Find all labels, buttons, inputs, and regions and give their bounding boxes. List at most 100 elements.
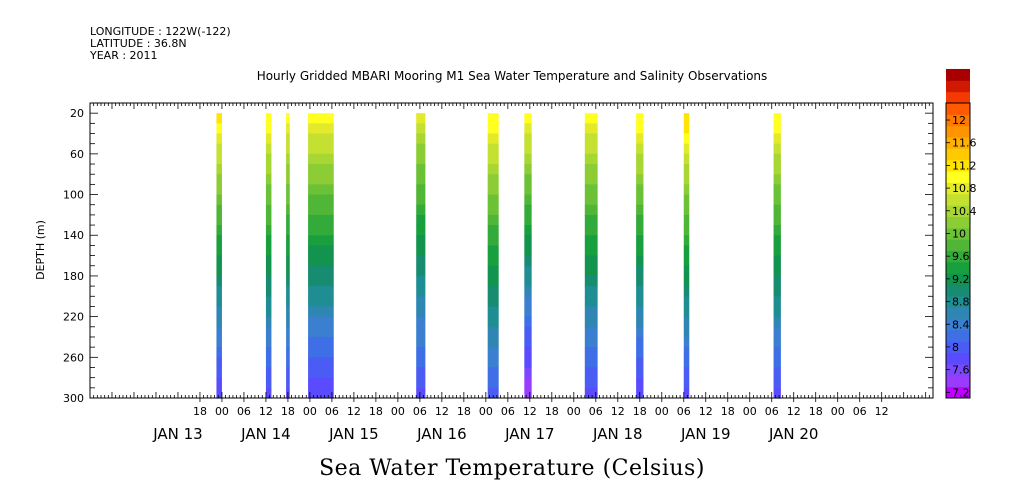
temperature-cell (308, 184, 334, 196)
colorbar-label: 9.2 (952, 273, 970, 286)
x-day-label: JAN 18 (592, 425, 643, 443)
temperature-cell (308, 245, 334, 257)
temperature-cell (265, 214, 272, 226)
temperature-cell (308, 225, 334, 236)
temperature-cell (286, 184, 290, 196)
x-hour-tick-label: 18 (809, 405, 823, 418)
temperature-cell (286, 153, 290, 165)
temperature-cell (487, 133, 499, 145)
longitude-label: LONGITUDE : 122W(-122) (90, 25, 231, 38)
temperature-cell (773, 174, 781, 185)
temperature-cell (584, 153, 598, 165)
temperature-cell (683, 214, 690, 226)
temperature-cell (683, 336, 690, 348)
colorbar-swatch (946, 284, 970, 297)
temperature-cell (773, 316, 781, 328)
temperature-cell (308, 275, 334, 287)
temperature-cell (773, 245, 781, 257)
temperature-cell (683, 174, 690, 185)
temperature-cell (286, 296, 290, 308)
temperature-cell (216, 286, 222, 297)
colorbar-label: 10.4 (952, 205, 977, 218)
temperature-cell (773, 225, 781, 236)
temperature-cell (487, 326, 499, 338)
x-hour-tick-label: 00 (303, 405, 317, 418)
x-hour-tick-label: 06 (589, 405, 603, 418)
x-hour-tick-label: 12 (611, 405, 625, 418)
temperature-cell (584, 225, 598, 236)
temperature-cell (636, 235, 644, 247)
temperature-cell (216, 306, 222, 318)
temperature-cell (636, 316, 644, 328)
temperature-cell (308, 357, 334, 369)
temperature-cell (683, 153, 690, 165)
colorbar-swatch (946, 103, 970, 115)
temperature-cell (286, 123, 290, 135)
x-hour-tick-label: 06 (501, 405, 515, 418)
temperature-cell (286, 377, 290, 389)
colorbar-swatch (946, 239, 970, 251)
temperature-cell (773, 194, 781, 206)
temperature-cell (265, 143, 272, 155)
temperature-cell (683, 235, 690, 247)
temperature-cell (308, 214, 334, 226)
temperature-cell (487, 225, 499, 236)
temperature-cell (308, 377, 334, 389)
temperature-cell (416, 306, 426, 318)
temperature-cell (683, 306, 690, 318)
temperature-cell (683, 204, 690, 216)
temperature-cell (636, 164, 644, 175)
x-day-label: JAN 14 (240, 425, 291, 443)
temperature-cell (584, 275, 598, 287)
temperature-cell (286, 174, 290, 185)
y-tick-label: 100 (63, 189, 84, 202)
colorbar-label: 7.6 (952, 364, 970, 377)
temperature-cell (416, 184, 426, 196)
temperature-cell (636, 275, 644, 287)
temperature-cell (524, 194, 532, 206)
y-tick-label: 140 (63, 229, 84, 242)
colorbar-swatch (946, 273, 970, 286)
temperature-cell (584, 377, 598, 389)
temperature-cell (216, 174, 222, 185)
temperature-cell (487, 174, 499, 185)
temperature-cell (636, 184, 644, 196)
temperature-cell (683, 194, 690, 206)
temperature-cell (636, 245, 644, 257)
y-tick-label: 260 (63, 351, 84, 364)
temperature-cell (524, 306, 532, 318)
temperature-cell (286, 347, 290, 358)
temperature-cell (487, 377, 499, 389)
temperature-cell (636, 113, 644, 124)
temperature-cell (524, 316, 532, 328)
temperature-cell (773, 296, 781, 308)
x-hour-tick-label: 18 (721, 405, 735, 418)
temperature-cell (216, 225, 222, 236)
temperature-cell (524, 265, 532, 277)
temperature-cell (773, 387, 781, 399)
temperature-cell (584, 235, 598, 247)
temperature-cell (636, 225, 644, 236)
temperature-cell (265, 235, 272, 247)
observation-block (773, 113, 781, 399)
temperature-cell (487, 316, 499, 328)
temperature-cell (773, 123, 781, 135)
temperature-cell (265, 326, 272, 338)
temperature-cell (683, 357, 690, 369)
temperature-cell (416, 357, 426, 369)
temperature-cell (636, 306, 644, 318)
temperature-cell (308, 316, 334, 328)
colorbar-swatch (946, 261, 970, 274)
temperature-cell (286, 255, 290, 267)
temperature-cell (308, 174, 334, 185)
x-hour-tick-label: 06 (677, 405, 691, 418)
temperature-cell (216, 377, 222, 389)
y-tick-label: 60 (70, 148, 84, 161)
colorbar-swatch (946, 307, 970, 320)
colorbar-label: 7.2 (952, 386, 970, 399)
temperature-cell (584, 113, 598, 124)
temperature-cell (265, 286, 272, 297)
temperature-cell (683, 367, 690, 379)
temperature-cell (416, 377, 426, 389)
temperature-cell (636, 336, 644, 348)
